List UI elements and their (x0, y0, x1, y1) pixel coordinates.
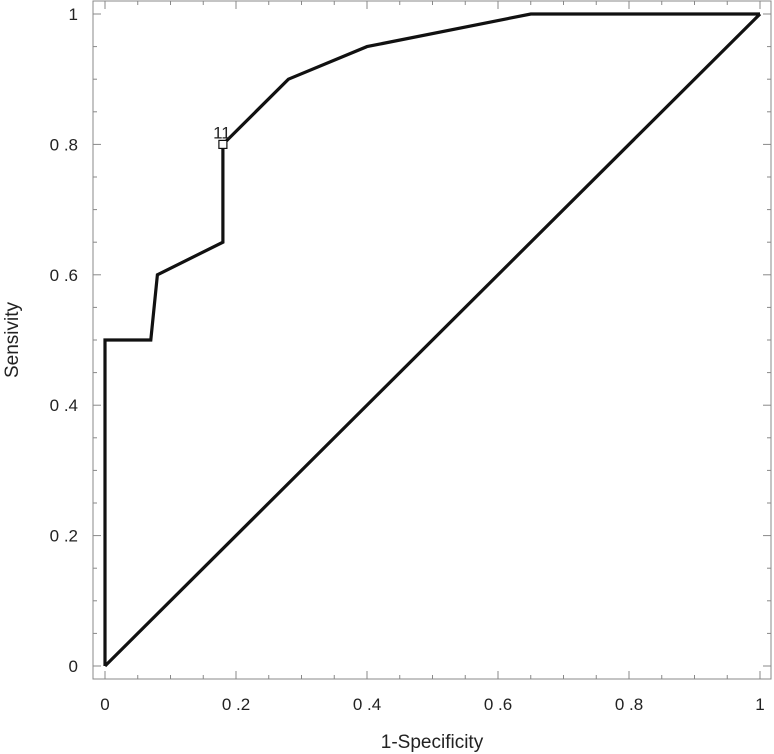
y-tick-label: 0 .8 (50, 135, 78, 154)
roc-curve-line (103, 12, 760, 666)
y-tick-label: 1 (69, 5, 78, 24)
x-tick-label: 0 .2 (222, 695, 250, 714)
reference-diagonal-line (103, 12, 762, 668)
x-axis-title: 1-Specificity (381, 732, 484, 753)
y-tick-label: 0 .6 (50, 266, 78, 285)
annotation-label: 11 (213, 123, 231, 142)
series-layer (103, 12, 762, 668)
x-tick-label: 1 (755, 695, 764, 714)
y-axis-title: Sensivity (2, 301, 23, 378)
annotation-marker (218, 139, 228, 149)
axis-ticks (93, 1, 771, 679)
x-tick-label: 0 .4 (353, 695, 381, 714)
y-tick-label: 0 .2 (50, 527, 78, 546)
x-tick-label: 0 .8 (615, 695, 643, 714)
axis-tick-labels: 0 0 .2 0 .4 0 .6 0 .8 1 0 0 .2 0 .4 0 .6 0 .8 1 (50, 5, 765, 714)
annotation-layer: 11 (213, 123, 231, 149)
y-tick-label: 0 (69, 657, 78, 676)
y-tick-label: 0 .4 (50, 396, 78, 415)
x-tick-label: 0 .6 (484, 695, 512, 714)
x-tick-label: 0 (100, 695, 109, 714)
